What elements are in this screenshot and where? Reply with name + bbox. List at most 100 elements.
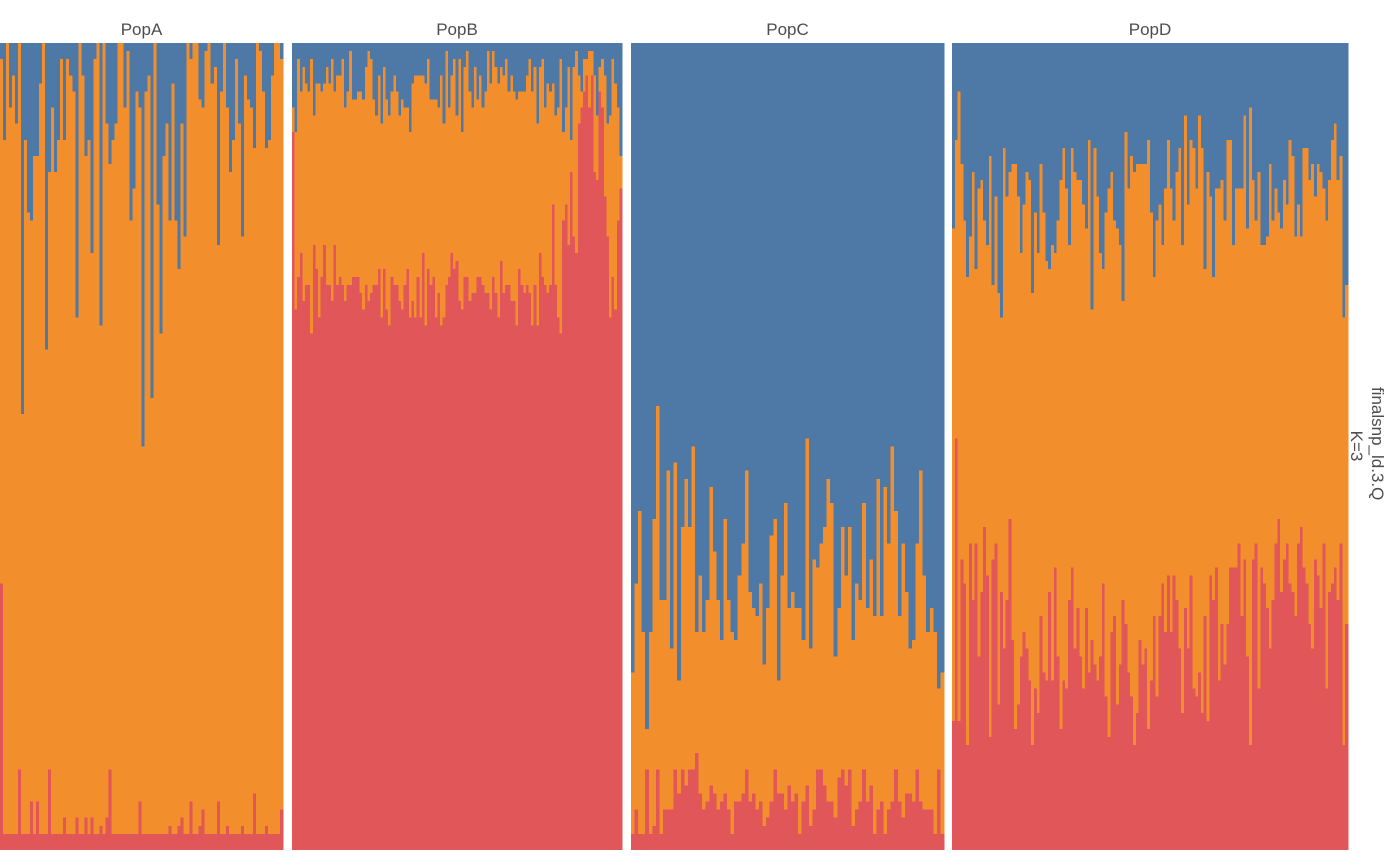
bar-segment-red <box>279 809 284 850</box>
bar-segment-blue <box>325 43 329 68</box>
bar-segment-orange <box>234 59 239 834</box>
bar-segment-red <box>481 285 485 851</box>
bar-segment-red <box>1192 688 1196 850</box>
bar-segment-blue <box>1263 43 1267 245</box>
bar-segment-blue <box>349 43 353 52</box>
bar-segment-blue <box>114 43 119 124</box>
bar-segment-blue <box>492 43 496 52</box>
bar-segment-red <box>414 317 418 850</box>
bar-segment-blue <box>791 43 796 592</box>
bar-segment-orange <box>78 43 82 834</box>
bar-segment-orange <box>580 91 584 108</box>
bar-segment-red <box>354 277 358 850</box>
bar-segment-red <box>150 833 155 850</box>
bar-segment-blue <box>1042 43 1046 213</box>
bar-segment-red <box>270 833 275 850</box>
bar-segment-blue <box>1053 43 1058 253</box>
bar-segment-blue <box>1087 43 1092 140</box>
bar-segment-orange <box>1059 180 1063 729</box>
bar-segment-red <box>310 333 314 850</box>
bar-segment-orange <box>231 139 236 834</box>
bar-segment-blue <box>952 43 956 229</box>
bar-segment-orange <box>894 511 899 770</box>
bar-segment-orange <box>663 599 668 810</box>
bar-segment-orange <box>36 155 40 802</box>
bar-segment-red <box>21 833 25 850</box>
bar-segment-red <box>1155 696 1160 850</box>
bar-segment-red <box>1121 599 1126 850</box>
bar-segment-blue <box>312 43 316 116</box>
bar-segment-orange <box>1274 188 1278 544</box>
bar-segment-orange <box>1141 164 1145 665</box>
bar-segment-red <box>359 293 363 850</box>
bar-segment-blue <box>1297 43 1301 205</box>
bar-segment-blue <box>279 43 284 60</box>
bar-segment-blue <box>484 43 488 92</box>
bar-segment-orange <box>123 107 128 834</box>
bar-segment-orange <box>12 75 16 834</box>
bar-segment-orange <box>505 59 509 286</box>
bar-segment-blue <box>1277 43 1281 213</box>
bar-segment-orange <box>192 43 197 834</box>
bar-segment-blue <box>228 43 233 173</box>
bar-segment-red <box>963 583 967 850</box>
bar-segment-blue <box>1127 43 1131 189</box>
bar-segment-blue <box>559 43 563 60</box>
bar-segment-blue <box>1076 43 1080 181</box>
bar-segment-red <box>911 801 917 850</box>
bar-segment-orange <box>1249 107 1253 746</box>
bar-segment-orange <box>1048 268 1052 592</box>
bar-segment-red <box>1093 664 1097 850</box>
bar-segment-orange <box>523 91 527 294</box>
bar-segment-red <box>819 769 824 850</box>
bar-segment-orange <box>641 632 646 834</box>
bar-segment-red <box>826 801 831 850</box>
bar-segment-blue <box>1246 43 1250 229</box>
bar-segment-blue <box>702 43 707 633</box>
bar-segment-blue <box>705 43 710 600</box>
bar-segment-orange <box>727 599 732 810</box>
bar-segment-orange <box>307 91 311 286</box>
bar-segment-blue <box>3 43 7 140</box>
bar-segment-blue <box>919 43 924 471</box>
bar-segment-orange <box>759 583 764 802</box>
bar-segment-orange <box>1096 196 1100 681</box>
bar-segment-blue <box>1198 43 1202 116</box>
bar-segment-blue <box>1036 43 1041 253</box>
bar-segment-orange <box>619 155 623 189</box>
bar-segment-blue <box>533 43 537 68</box>
bar-segment-red <box>980 591 984 850</box>
bar-segment-red <box>213 833 218 850</box>
bar-segment-blue <box>897 43 902 616</box>
bar-segment-blue <box>541 43 545 60</box>
facet-strip-label: PopA <box>121 20 163 39</box>
bar-segment-red <box>997 704 1001 850</box>
bar-segment-blue <box>596 43 600 116</box>
bar-segment-blue <box>1121 43 1126 302</box>
bar-segment-orange <box>670 648 675 810</box>
bar-segment-blue <box>21 43 25 415</box>
bar-segment-orange <box>213 67 218 834</box>
bar-segment-red <box>1169 632 1174 850</box>
bar-segment-orange <box>484 91 488 294</box>
bar-segment-blue <box>641 43 646 633</box>
bar-segment-blue <box>476 43 480 100</box>
bar-segment-orange <box>780 575 785 794</box>
bar-segment-blue <box>1172 43 1177 221</box>
bar-segment-orange <box>787 607 792 786</box>
bar-segment-orange <box>99 325 103 826</box>
bar-segment-red <box>261 833 266 850</box>
bar-segment-blue <box>887 43 892 544</box>
bar-segment-orange <box>369 59 374 294</box>
bar-segment-orange <box>30 220 34 802</box>
bar-segment-blue <box>382 43 387 68</box>
bar-segment-red <box>606 236 610 850</box>
bar-segment-red <box>1189 575 1194 850</box>
bar-segment-red <box>1234 567 1239 850</box>
bar-segment-orange <box>997 293 1001 705</box>
panel-popa: PopA <box>0 20 284 850</box>
bar-segment-blue <box>851 43 856 641</box>
bar-segment-orange <box>666 470 671 810</box>
bar-segment-orange <box>596 115 600 181</box>
bar-segment-orange <box>601 59 605 108</box>
